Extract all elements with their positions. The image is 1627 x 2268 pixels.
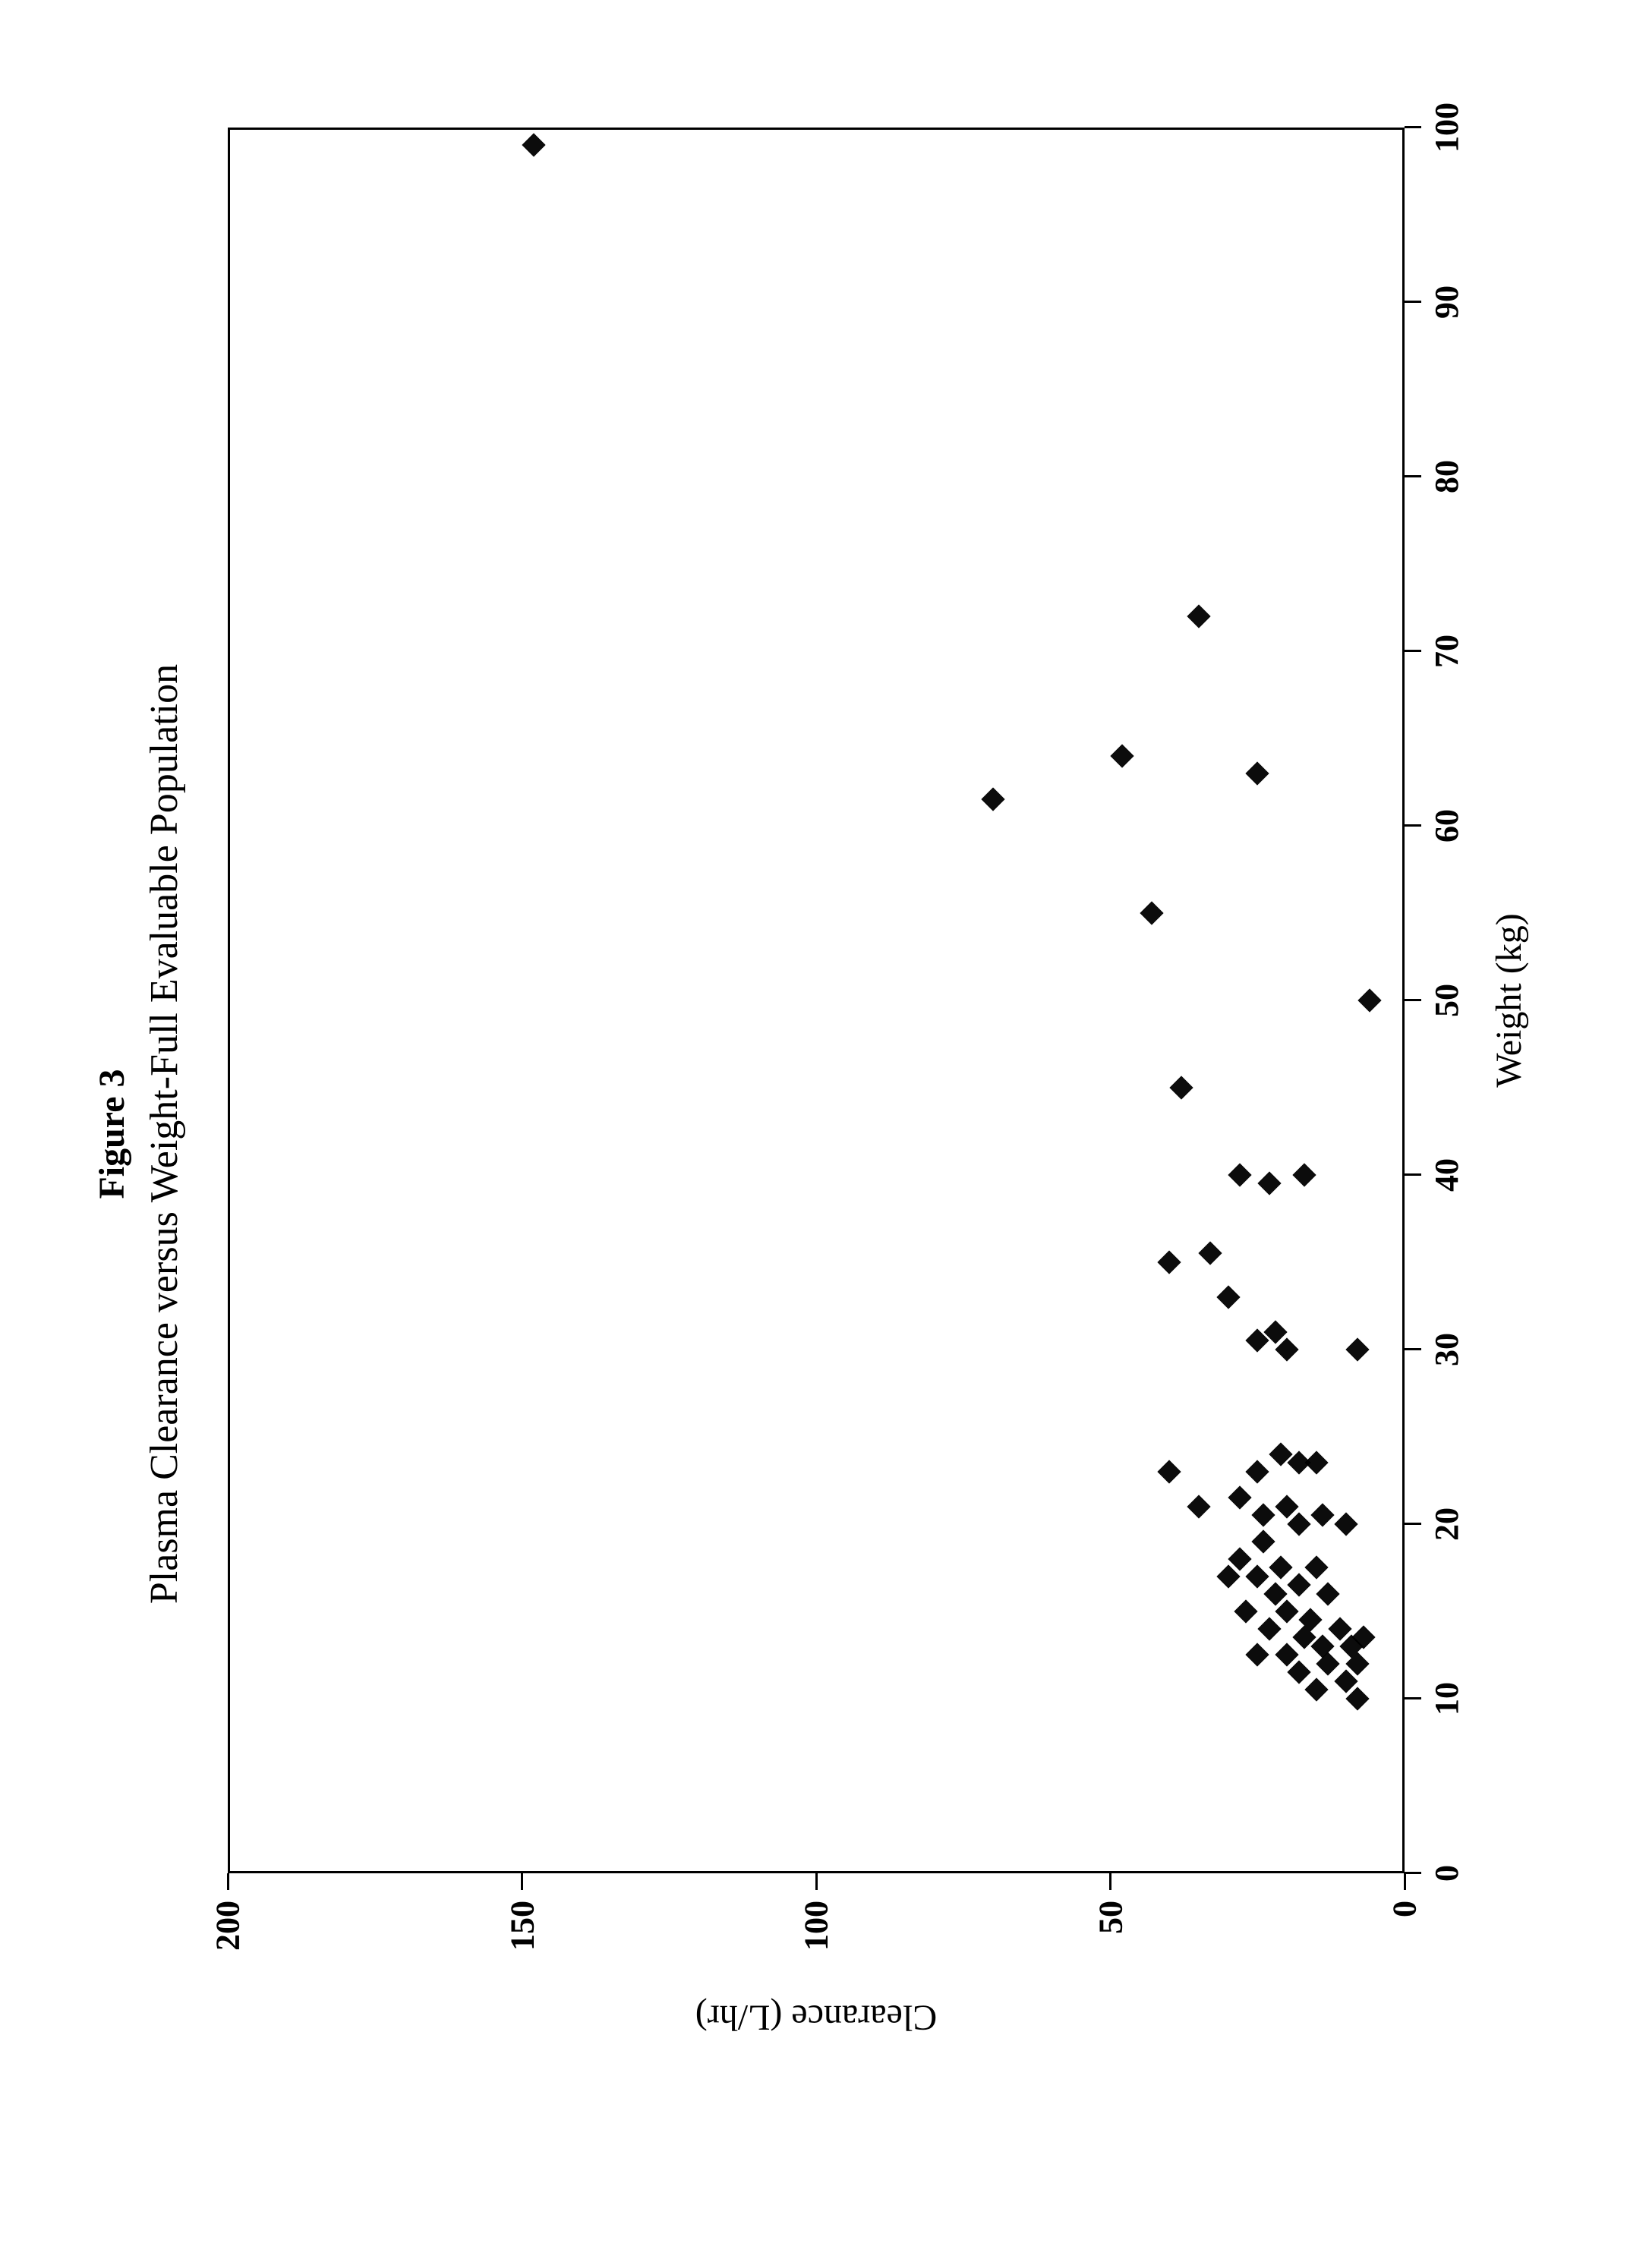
x-tick-mark — [1405, 1873, 1421, 1875]
y-tick-label: 200 — [209, 1901, 248, 1951]
x-tick-mark — [1405, 1174, 1421, 1177]
plot-area — [228, 128, 1405, 1873]
x-tick-label: 30 — [1427, 1333, 1466, 1366]
x-tick-label: 50 — [1427, 984, 1466, 1017]
y-tick-mark — [815, 1873, 818, 1890]
x-tick-mark — [1405, 301, 1421, 304]
x-tick-label: 20 — [1427, 1507, 1466, 1541]
x-tick-mark — [1405, 1349, 1421, 1351]
x-tick-label: 10 — [1427, 1682, 1466, 1715]
x-tick-mark — [1405, 1698, 1421, 1700]
figure-title: Plasma Clearance versus Weight-Full Eval… — [142, 0, 187, 2268]
y-tick-mark — [1109, 1873, 1111, 1890]
y-tick-label: 100 — [797, 1901, 836, 1951]
x-tick-label: 80 — [1427, 460, 1466, 493]
x-tick-mark — [1405, 476, 1421, 478]
y-tick-label: 50 — [1091, 1901, 1130, 1934]
rotated-chart-panel: Figure 3 Plasma Clearance versus Weight-… — [0, 0, 1627, 2268]
x-tick-mark — [1405, 1000, 1421, 1002]
y-tick-mark — [227, 1873, 229, 1890]
y-tick-label: 0 — [1386, 1901, 1424, 1917]
x-tick-label: 40 — [1427, 1158, 1466, 1192]
x-tick-mark — [1405, 650, 1421, 653]
y-tick-mark — [1404, 1873, 1406, 1890]
x-tick-mark — [1405, 825, 1421, 827]
x-tick-label: 100 — [1427, 102, 1466, 153]
x-tick-label: 70 — [1427, 635, 1466, 668]
x-tick-mark — [1405, 1523, 1421, 1526]
figure-label: Figure 3 — [91, 0, 133, 2268]
x-tick-label: 90 — [1427, 285, 1466, 319]
y-axis-label: Clearance (L/hr) — [695, 1997, 937, 2039]
y-tick-mark — [521, 1873, 523, 1890]
page: Figure 3 Plasma Clearance versus Weight-… — [0, 0, 1627, 2268]
x-tick-label: 0 — [1427, 1865, 1466, 1882]
title-block: Figure 3 Plasma Clearance versus Weight-… — [91, 0, 187, 2268]
y-tick-label: 150 — [503, 1901, 541, 1951]
x-tick-mark — [1405, 127, 1421, 129]
x-axis-label: Weight (kg) — [1488, 913, 1530, 1087]
x-tick-label: 60 — [1427, 809, 1466, 843]
